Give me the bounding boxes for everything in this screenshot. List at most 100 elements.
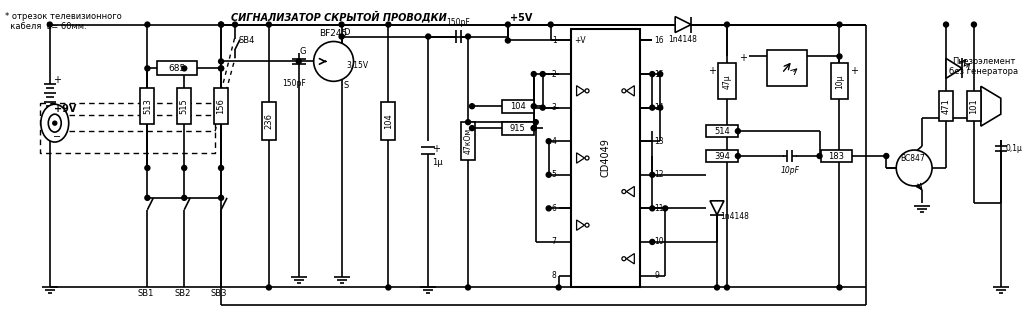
- Circle shape: [531, 126, 537, 131]
- Text: 183: 183: [828, 151, 845, 161]
- Text: 150pF: 150pF: [282, 79, 305, 88]
- Text: SB4: SB4: [239, 36, 255, 45]
- Text: +: +: [432, 144, 440, 154]
- Text: 14: 14: [654, 103, 664, 112]
- Circle shape: [218, 22, 223, 27]
- Circle shape: [386, 285, 391, 290]
- Bar: [969, 94, 981, 118]
- Text: 513: 513: [143, 98, 152, 114]
- Circle shape: [548, 22, 553, 27]
- Ellipse shape: [48, 114, 61, 132]
- Circle shape: [466, 34, 470, 39]
- Text: 9: 9: [654, 271, 659, 280]
- Bar: [158, 61, 198, 75]
- Circle shape: [585, 223, 589, 227]
- Circle shape: [144, 66, 150, 71]
- Text: 514: 514: [714, 127, 730, 136]
- Circle shape: [266, 22, 271, 27]
- Circle shape: [466, 285, 470, 290]
- Circle shape: [724, 285, 729, 290]
- Bar: [262, 102, 275, 140]
- Text: 12: 12: [654, 170, 664, 179]
- Text: 0,1μ: 0,1μ: [1006, 143, 1023, 153]
- Circle shape: [556, 285, 561, 290]
- Bar: [502, 122, 534, 135]
- Circle shape: [181, 166, 186, 170]
- Circle shape: [943, 22, 948, 27]
- Text: 394: 394: [714, 151, 730, 161]
- Circle shape: [541, 72, 545, 76]
- Circle shape: [506, 22, 510, 27]
- Text: S: S: [344, 81, 349, 90]
- Circle shape: [657, 105, 663, 110]
- Bar: [461, 122, 475, 160]
- Circle shape: [144, 166, 150, 170]
- Circle shape: [531, 72, 537, 76]
- Bar: [830, 64, 849, 99]
- Bar: [718, 64, 736, 99]
- Circle shape: [181, 195, 186, 200]
- Polygon shape: [710, 201, 724, 215]
- Text: Пьезоэлемент
без генератора: Пьезоэлемент без генератора: [949, 57, 1019, 76]
- Circle shape: [585, 156, 589, 160]
- Text: 11: 11: [654, 204, 664, 213]
- Circle shape: [622, 257, 626, 261]
- Bar: [502, 100, 534, 113]
- Polygon shape: [577, 86, 585, 96]
- Circle shape: [506, 38, 510, 43]
- Text: 2: 2: [552, 70, 557, 79]
- Circle shape: [837, 22, 842, 27]
- Text: SB3: SB3: [211, 289, 227, 298]
- Circle shape: [657, 72, 663, 76]
- Circle shape: [144, 22, 150, 27]
- Circle shape: [972, 22, 977, 27]
- Circle shape: [884, 154, 889, 159]
- Text: SB2: SB2: [174, 289, 190, 298]
- Circle shape: [218, 66, 223, 71]
- Circle shape: [531, 126, 537, 131]
- Circle shape: [53, 121, 56, 125]
- Circle shape: [650, 105, 654, 110]
- Text: D: D: [344, 28, 350, 37]
- Text: * отрезок телевизионного
  кабеля  L= 60мм.: * отрезок телевизионного кабеля L= 60мм.: [5, 12, 122, 31]
- Text: 16: 16: [654, 36, 664, 45]
- Polygon shape: [577, 153, 585, 163]
- Text: 471: 471: [941, 98, 950, 114]
- Circle shape: [266, 285, 271, 290]
- Circle shape: [386, 22, 391, 27]
- Text: CD4049: CD4049: [600, 138, 610, 178]
- Text: 915: 915: [510, 124, 525, 133]
- Polygon shape: [627, 86, 634, 96]
- Text: 4: 4: [552, 137, 557, 146]
- Bar: [706, 150, 738, 162]
- Text: 10: 10: [654, 237, 664, 246]
- Text: SB1: SB1: [137, 289, 154, 298]
- Polygon shape: [627, 186, 634, 197]
- Text: +V: +V: [574, 36, 586, 45]
- Text: +5V: +5V: [510, 13, 532, 22]
- Circle shape: [531, 104, 537, 109]
- Text: 101: 101: [970, 98, 978, 114]
- Text: +: +: [53, 75, 60, 85]
- Text: −: −: [53, 132, 60, 142]
- Circle shape: [650, 172, 654, 177]
- Polygon shape: [627, 253, 634, 264]
- Circle shape: [313, 41, 353, 81]
- Text: СИГНАЛИЗАТОР СКРЫТОЙ ПРОВОДКИ: СИГНАЛИЗАТОР СКРЫТОЙ ПРОВОДКИ: [231, 11, 446, 22]
- Circle shape: [218, 22, 223, 27]
- Text: 1: 1: [552, 36, 557, 45]
- Text: 150pF: 150pF: [446, 18, 470, 27]
- Text: 1n4148: 1n4148: [720, 212, 749, 221]
- Bar: [570, 28, 640, 288]
- Circle shape: [218, 59, 223, 64]
- Circle shape: [735, 154, 740, 159]
- Circle shape: [817, 154, 822, 159]
- Circle shape: [837, 285, 842, 290]
- Text: 156: 156: [216, 98, 225, 114]
- Bar: [767, 51, 807, 86]
- Bar: [177, 88, 191, 124]
- Circle shape: [232, 22, 238, 27]
- Circle shape: [181, 66, 186, 71]
- Circle shape: [534, 120, 539, 125]
- Circle shape: [724, 22, 729, 27]
